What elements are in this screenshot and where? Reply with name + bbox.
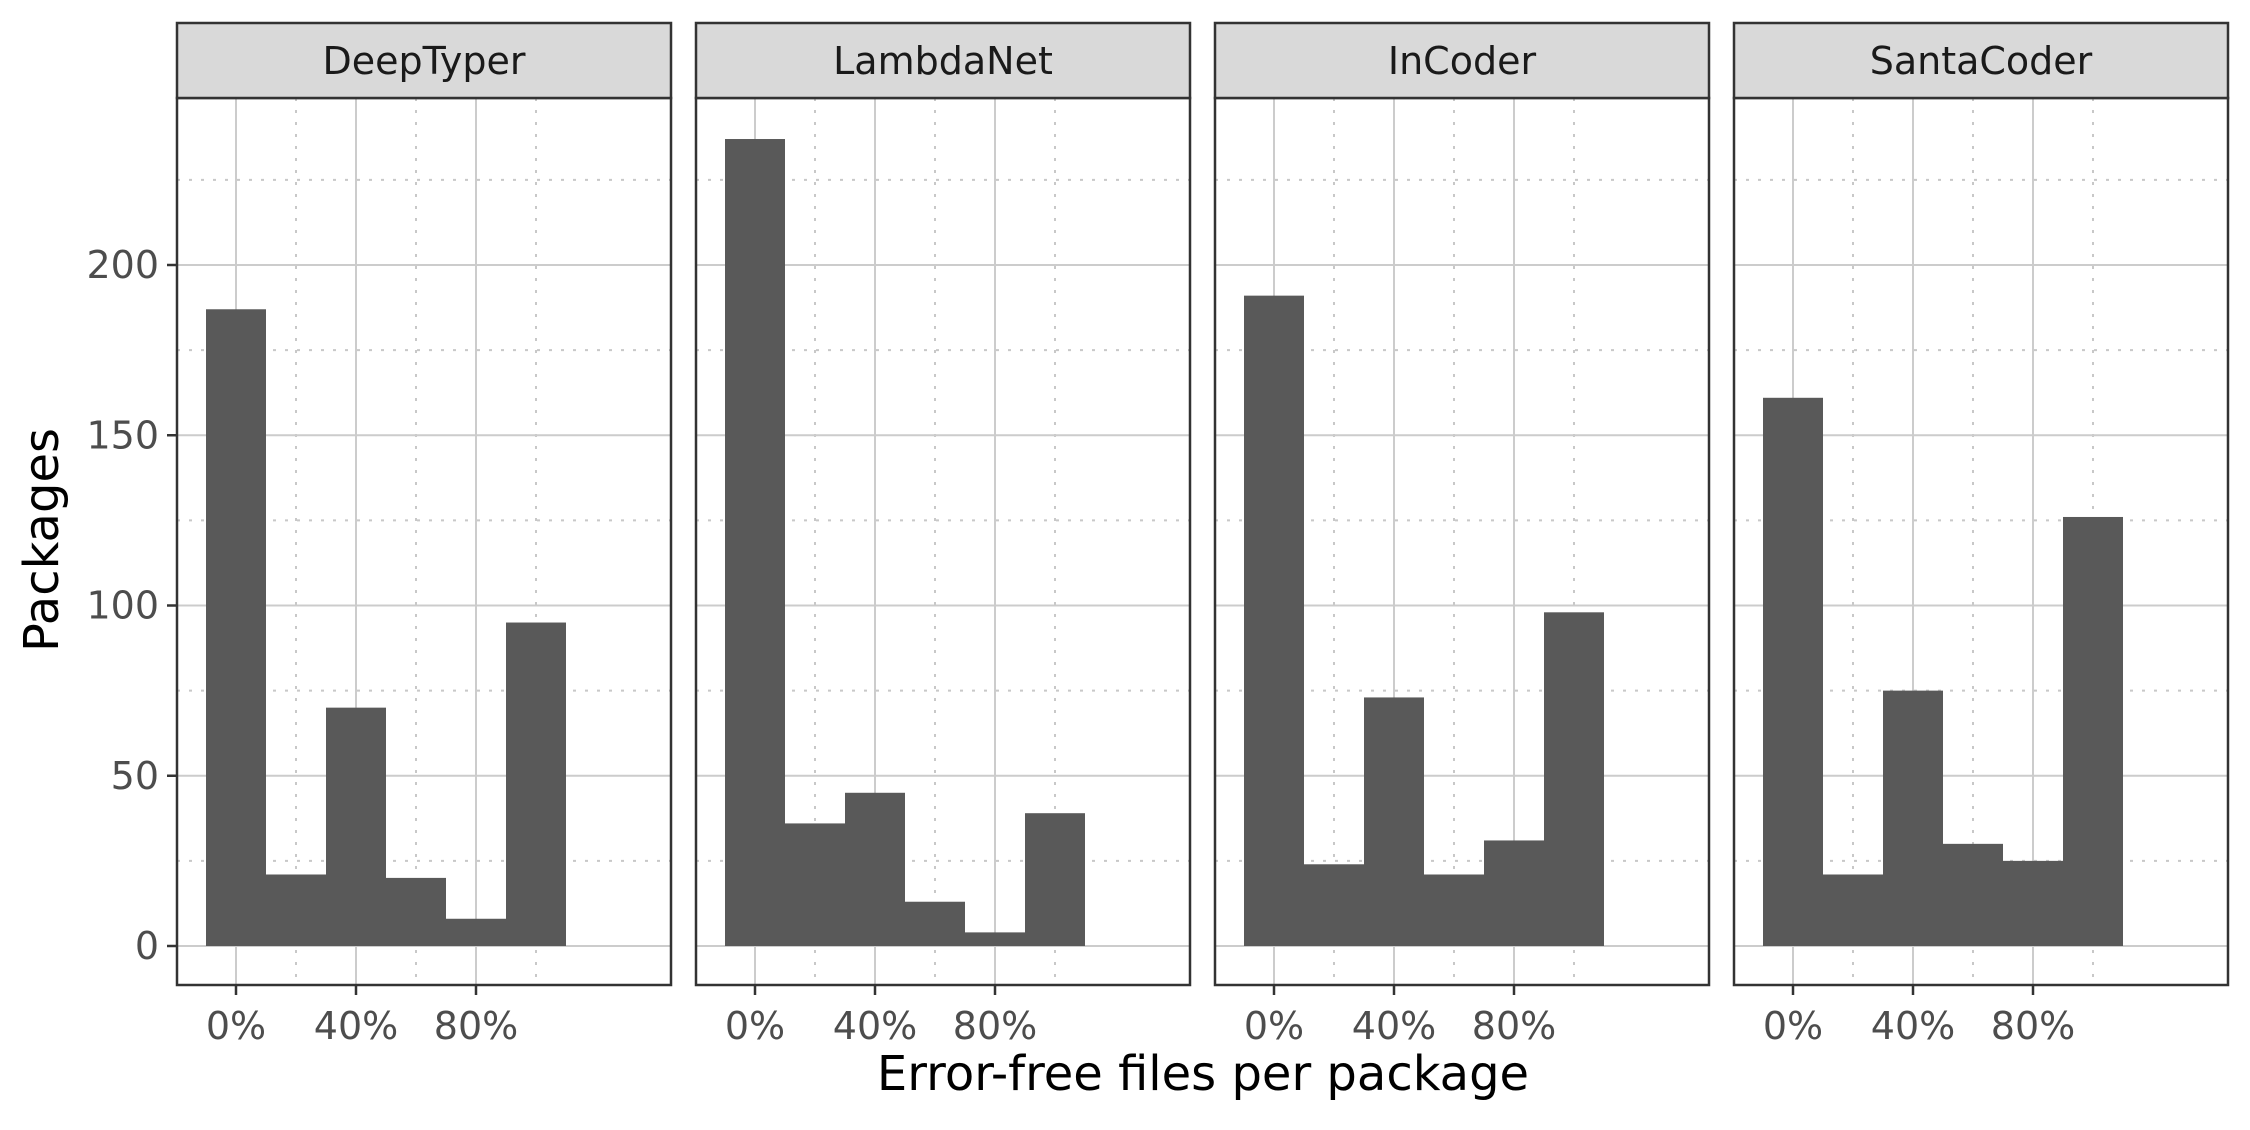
x-tick-label: 40% bbox=[833, 1004, 917, 1048]
x-tick-label: 80% bbox=[1472, 1004, 1556, 1048]
histogram-bar bbox=[1883, 690, 1943, 946]
y-axis: 0 50 100 150 200 bbox=[86, 243, 177, 968]
x-tick-label: 40% bbox=[1871, 1004, 1955, 1048]
panel-incoder: InCoder 0% 40% 80% bbox=[1213, 21, 1711, 1048]
x-tick-label: 80% bbox=[1991, 1004, 2075, 1048]
y-tick-label: 100 bbox=[86, 584, 159, 628]
histogram-bar bbox=[1484, 840, 1544, 946]
histogram-bar bbox=[2063, 516, 2123, 946]
histogram-bar bbox=[1025, 813, 1085, 946]
histogram-bar bbox=[1544, 612, 1604, 946]
histogram-bar bbox=[1943, 843, 2003, 946]
histogram-bar bbox=[1424, 874, 1484, 946]
histogram-bar bbox=[1364, 697, 1424, 946]
histogram-bar bbox=[2003, 860, 2063, 946]
facet-strip bbox=[1732, 21, 2230, 100]
facet-label: InCoder bbox=[1388, 39, 1537, 83]
x-tick-label: 0% bbox=[1244, 1004, 1304, 1048]
x-tick-label: 40% bbox=[1352, 1004, 1436, 1048]
histogram-bar bbox=[206, 309, 266, 946]
histogram-bar bbox=[1244, 295, 1304, 946]
histogram-bar bbox=[965, 932, 1025, 946]
histogram-bar bbox=[446, 918, 506, 946]
histogram-bar bbox=[845, 792, 905, 946]
histogram-bar bbox=[386, 877, 446, 946]
histogram-bar bbox=[785, 823, 845, 946]
facet-label: SantaCoder bbox=[1870, 39, 2093, 83]
facet-strip bbox=[694, 21, 1192, 100]
facet-strip bbox=[1213, 21, 1711, 100]
x-axis-title: Error-free files per package bbox=[877, 1046, 1529, 1102]
panel-deeptyper: DeepTyper 0% 40% 80% bbox=[175, 21, 673, 1048]
histogram-bar bbox=[1763, 397, 1823, 946]
x-tick-label: 80% bbox=[953, 1004, 1037, 1048]
histogram-bar bbox=[266, 874, 326, 946]
x-tick-label: 0% bbox=[206, 1004, 266, 1048]
histogram-bar bbox=[326, 707, 386, 946]
y-tick-label: 200 bbox=[86, 243, 159, 287]
panel-lambdanet: LambdaNet 0% 40% 80% bbox=[694, 21, 1192, 1048]
x-tick-label: 80% bbox=[434, 1004, 518, 1048]
x-tick-label: 0% bbox=[725, 1004, 785, 1048]
histogram-bar bbox=[905, 901, 965, 946]
panel-santacoder: SantaCoder 0% 40% 80% bbox=[1732, 21, 2230, 1048]
y-tick-label: 0 bbox=[135, 924, 159, 968]
histogram-bar bbox=[1304, 864, 1364, 946]
y-axis-title: Packages bbox=[14, 428, 70, 652]
histogram-bar bbox=[1823, 874, 1883, 946]
x-tick-label: 0% bbox=[1763, 1004, 1823, 1048]
x-tick-label: 40% bbox=[314, 1004, 398, 1048]
facet-label: DeepTyper bbox=[322, 39, 525, 83]
y-tick-label: 150 bbox=[86, 413, 159, 457]
histogram-bar bbox=[506, 622, 566, 946]
histogram-bar bbox=[725, 139, 785, 946]
y-tick-label: 50 bbox=[111, 754, 159, 798]
facet-strip bbox=[175, 21, 673, 100]
facet-label: LambdaNet bbox=[833, 39, 1053, 83]
